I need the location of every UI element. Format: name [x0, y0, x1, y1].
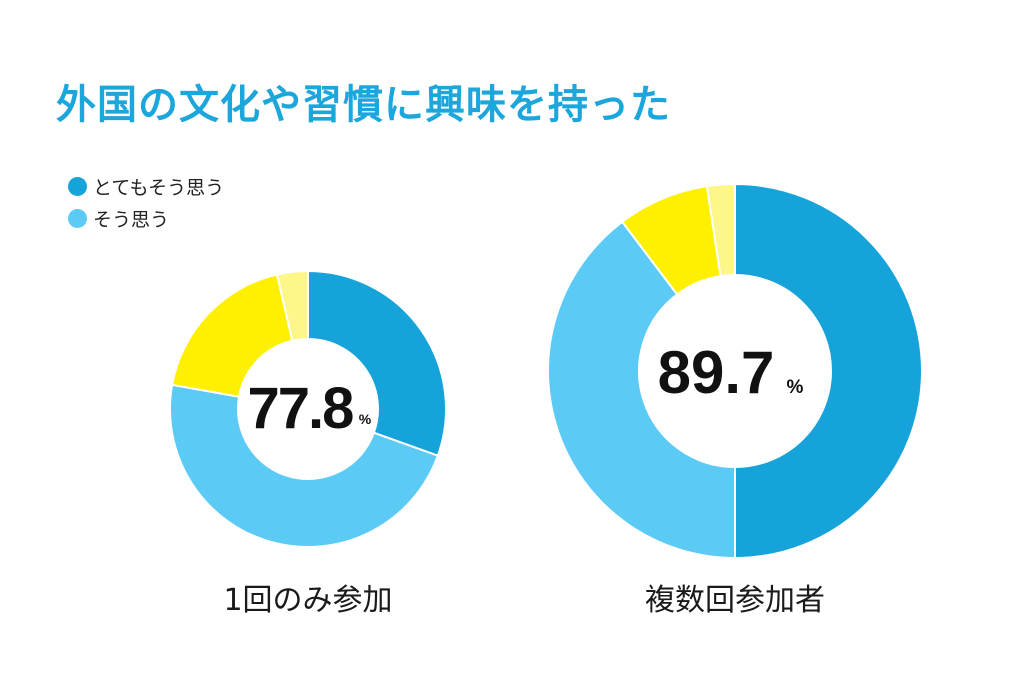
center-unit-multiple: %: [787, 377, 804, 398]
center-unit-single: %: [359, 411, 372, 427]
caption-multiple: 複数回参加者: [645, 583, 825, 618]
donut-hole-multiple: [639, 275, 831, 467]
legend-swatch-agree: [68, 208, 87, 228]
center-value-multiple: 89.7: [658, 339, 775, 406]
legend-item-very-much: とてもそう思う: [68, 170, 224, 202]
center-value-single: 77.8: [248, 376, 354, 441]
legend: とてもそう思う そう思う: [68, 170, 224, 234]
chart-title: 外国の文化や習慣に興味を持った: [56, 82, 671, 128]
legend-label-very-much: とてもそう思う: [93, 176, 225, 199]
donut-hole-single: [238, 339, 378, 479]
donut-slice-single-0: [307, 269, 447, 458]
donut-slice-single-1: [169, 383, 440, 548]
legend-label-agree: そう思う: [93, 208, 170, 231]
caption-single: 1回のみ参加: [223, 583, 393, 618]
legend-swatch-very-much: [68, 176, 87, 196]
donut-chart-multiple: 89.7 %: [547, 182, 923, 560]
legend-item-agree: そう思う: [68, 202, 224, 234]
donut-chart-single: 77.8 %: [169, 269, 447, 548]
